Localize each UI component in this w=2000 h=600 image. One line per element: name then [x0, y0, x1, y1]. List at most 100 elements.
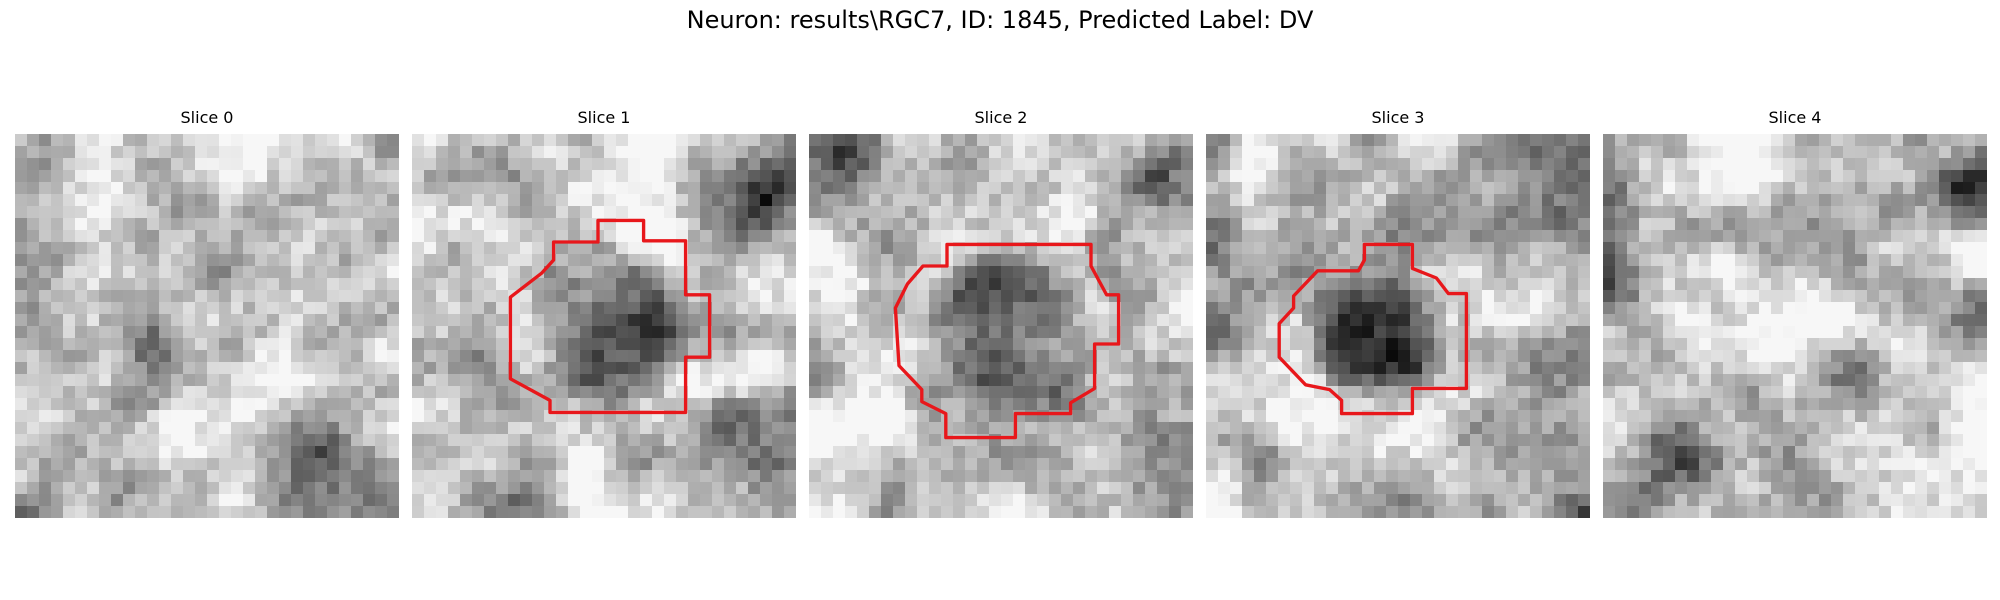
pixel — [1795, 230, 1808, 243]
pixel — [1073, 338, 1086, 351]
pixel — [255, 350, 268, 363]
pixel — [1266, 314, 1279, 327]
pixel — [412, 446, 425, 459]
pixel — [688, 146, 701, 159]
pixel — [231, 446, 244, 459]
pixel — [279, 206, 292, 219]
pixel — [1482, 422, 1495, 435]
pixel — [1422, 302, 1435, 315]
pixel — [1615, 302, 1628, 315]
pixel — [1506, 374, 1519, 387]
pixel — [1879, 266, 1892, 279]
pixel — [15, 410, 28, 423]
pixel — [929, 230, 942, 243]
pixel — [412, 314, 425, 327]
pixel — [87, 338, 100, 351]
pixel — [821, 170, 834, 183]
pixel — [27, 182, 40, 195]
pixel — [1073, 182, 1086, 195]
pixel — [63, 314, 76, 327]
pixel — [1506, 350, 1519, 363]
pixel — [1314, 458, 1327, 471]
pixel — [1783, 182, 1796, 195]
pixel — [556, 350, 569, 363]
pixel — [893, 422, 906, 435]
pixel — [424, 458, 437, 471]
pixel — [520, 254, 533, 267]
pixel — [1482, 242, 1495, 255]
pixel — [833, 386, 846, 399]
pixel — [75, 338, 88, 351]
pixel — [1326, 314, 1339, 327]
pixel — [1218, 422, 1231, 435]
pixel — [508, 206, 521, 219]
pixel — [1711, 410, 1724, 423]
pixel — [1675, 410, 1688, 423]
pixel — [532, 398, 545, 411]
pixel — [1915, 182, 1928, 195]
pixel — [1975, 314, 1987, 327]
pixel — [1494, 266, 1507, 279]
pixel — [207, 494, 220, 507]
pixel — [1759, 206, 1772, 219]
pixel — [977, 194, 990, 207]
pixel — [448, 146, 461, 159]
pixel — [1530, 158, 1543, 171]
pixel — [929, 326, 942, 339]
pixel — [1338, 338, 1351, 351]
pixel — [1085, 302, 1098, 315]
pixel — [1470, 206, 1483, 219]
pixel — [1097, 206, 1110, 219]
pixel — [460, 338, 473, 351]
pixel — [724, 230, 737, 243]
pixel — [171, 290, 184, 303]
pixel — [87, 146, 100, 159]
pixel — [616, 170, 629, 183]
pixel — [1230, 254, 1243, 267]
pixel — [736, 386, 749, 399]
pixel — [520, 482, 533, 495]
pixel — [1001, 278, 1014, 291]
pixel — [1963, 278, 1976, 291]
pixel — [15, 338, 28, 351]
pixel — [712, 302, 725, 315]
pixel — [424, 482, 437, 495]
pixel — [387, 278, 399, 291]
pixel — [1554, 506, 1567, 518]
pixel — [724, 170, 737, 183]
pixel — [15, 182, 28, 195]
pixel — [1157, 302, 1170, 315]
pixel — [99, 434, 112, 447]
pixel — [1494, 242, 1507, 255]
pixel — [1578, 218, 1590, 231]
pixel — [39, 314, 52, 327]
pixel — [616, 290, 629, 303]
pixel — [1314, 302, 1327, 315]
pixel — [640, 338, 653, 351]
pixel — [147, 302, 160, 315]
pixel — [748, 146, 761, 159]
pixel — [123, 482, 136, 495]
pixel — [640, 362, 653, 375]
pixel — [1061, 338, 1074, 351]
pixel — [881, 326, 894, 339]
pixel — [1554, 482, 1567, 495]
pixel — [1723, 398, 1736, 411]
pixel — [1566, 362, 1579, 375]
pixel — [255, 218, 268, 231]
pixel — [1314, 230, 1327, 243]
pixel — [1446, 422, 1459, 435]
pixel — [821, 398, 834, 411]
pixel — [833, 278, 846, 291]
pixel — [1290, 326, 1303, 339]
pixel — [1109, 242, 1122, 255]
pixel — [989, 434, 1002, 447]
pixel — [580, 446, 593, 459]
pixel — [1807, 350, 1820, 363]
pixel — [87, 266, 100, 279]
pixel — [941, 458, 954, 471]
pixel — [953, 458, 966, 471]
pixel — [664, 338, 677, 351]
pixel — [1675, 290, 1688, 303]
pixel — [760, 410, 773, 423]
